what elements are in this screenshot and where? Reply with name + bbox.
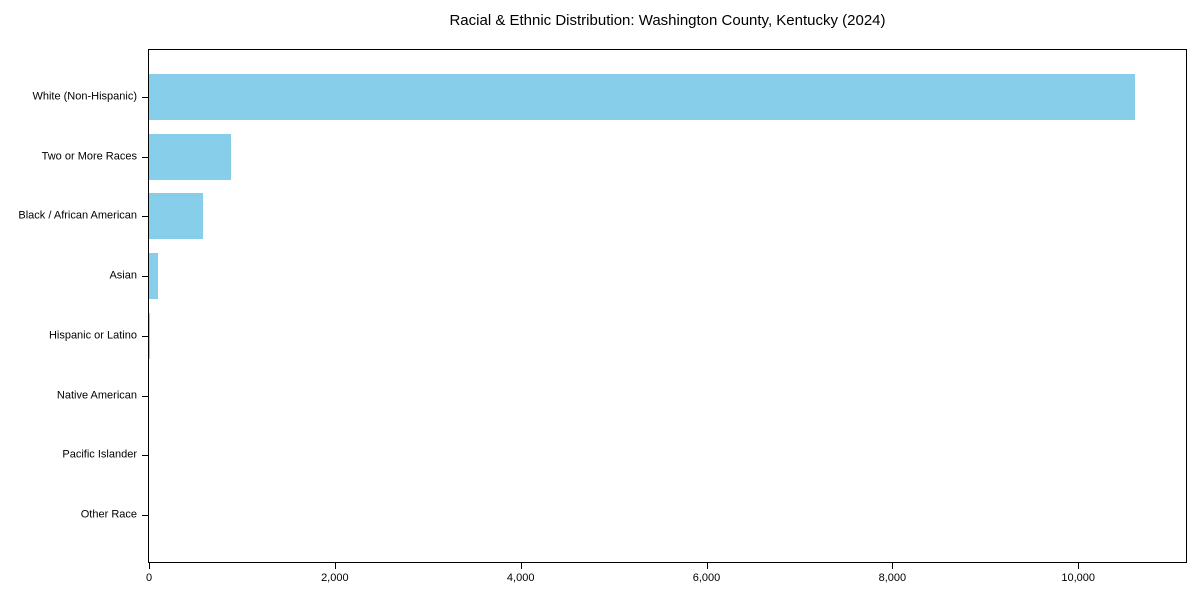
x-tick-mark [521, 563, 522, 569]
x-tick-label: 10,000 [1061, 572, 1096, 584]
x-tick-mark [1078, 563, 1079, 569]
y-tick-mark [142, 396, 148, 397]
x-tick-label: 6,000 [692, 572, 721, 584]
y-tick-mark [142, 97, 148, 98]
x-tick-mark [892, 563, 893, 569]
x-tick-label: 8,000 [878, 572, 907, 584]
chart-title: Racial & Ethnic Distribution: Washington… [449, 12, 886, 29]
x-tick-mark [149, 563, 150, 569]
y-axis-label: Native American [56, 389, 137, 402]
plot-area [148, 49, 1187, 563]
y-axis-label: Pacific Islander [62, 448, 137, 461]
y-axis-label: Two or More Races [41, 150, 137, 163]
x-tick-mark [335, 563, 336, 569]
x-tick-label: 0 [145, 572, 153, 584]
y-axis-label: Asian [109, 269, 137, 282]
x-tick-label: 2,000 [321, 572, 349, 584]
bar-hispanic-or-latino [149, 312, 151, 359]
y-tick-mark [142, 276, 148, 277]
y-axis-label: Black / African American [18, 209, 137, 222]
bar-asian [149, 253, 158, 300]
y-axis-label: Other Race [80, 508, 137, 521]
y-tick-mark [142, 515, 148, 516]
y-axis-label: White (Non-Hispanic) [32, 90, 137, 103]
bar-white-non-hispanic [149, 73, 1135, 120]
y-tick-mark [142, 336, 148, 337]
y-tick-mark [142, 455, 148, 456]
y-tick-mark [142, 216, 148, 217]
y-axis-label: Hispanic or Latino [48, 329, 137, 342]
bar-two-or-more-races [149, 133, 232, 180]
x-tick-mark [707, 563, 708, 569]
x-tick-label: 4,000 [506, 572, 535, 584]
y-tick-mark [142, 157, 148, 158]
bar-black-african-american [149, 193, 203, 240]
